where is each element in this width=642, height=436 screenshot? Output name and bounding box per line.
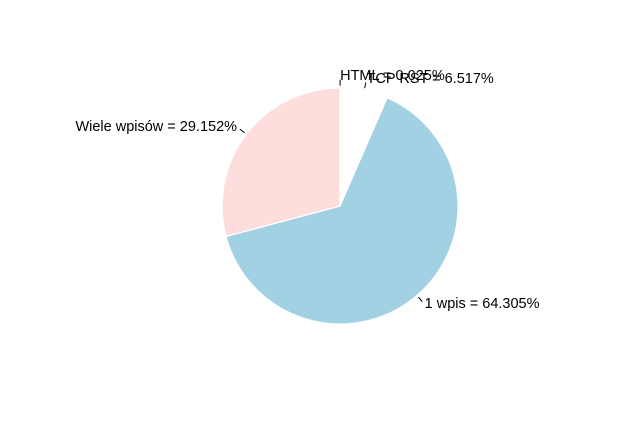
slice-label-1-wpis: 1 wpis = 64.305% [425, 296, 540, 312]
leader-line-1-wpis [418, 297, 422, 301]
leader-line-wiele-wpis-w [240, 129, 245, 133]
slice-label-wiele-wpis-w: Wiele wpisów = 29.152% [75, 119, 237, 135]
slices-layer [222, 88, 458, 324]
slice-label-tcp-rst: TCP RST = 6.517% [367, 71, 494, 87]
